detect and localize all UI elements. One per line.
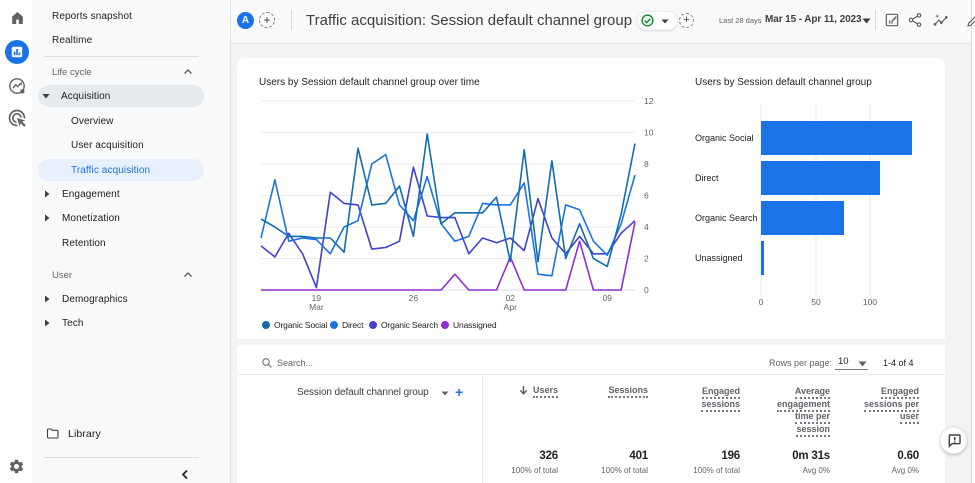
svg-text:6: 6 [644, 191, 649, 201]
svg-text:12: 12 [644, 96, 654, 106]
svg-text:0: 0 [759, 297, 764, 307]
svg-text:0: 0 [644, 285, 649, 295]
svg-text:4: 4 [644, 222, 649, 232]
svg-text:26: 26 [409, 293, 419, 303]
svg-text:2: 2 [644, 254, 649, 264]
svg-text:50: 50 [811, 297, 821, 307]
svg-text:Mar: Mar [309, 302, 324, 312]
svg-text:Organic Social: Organic Social [695, 133, 754, 143]
svg-text:02: 02 [506, 293, 516, 303]
svg-text:Unassigned: Unassigned [695, 253, 743, 263]
svg-text:100: 100 [863, 297, 877, 307]
svg-text:Organic Search: Organic Search [695, 213, 758, 223]
svg-text:Apr: Apr [504, 302, 517, 312]
svg-text:19: 19 [312, 293, 322, 303]
svg-text:8: 8 [644, 159, 649, 169]
svg-text:09: 09 [603, 293, 613, 303]
svg-text:Direct: Direct [695, 173, 719, 183]
svg-text:10: 10 [644, 128, 654, 138]
